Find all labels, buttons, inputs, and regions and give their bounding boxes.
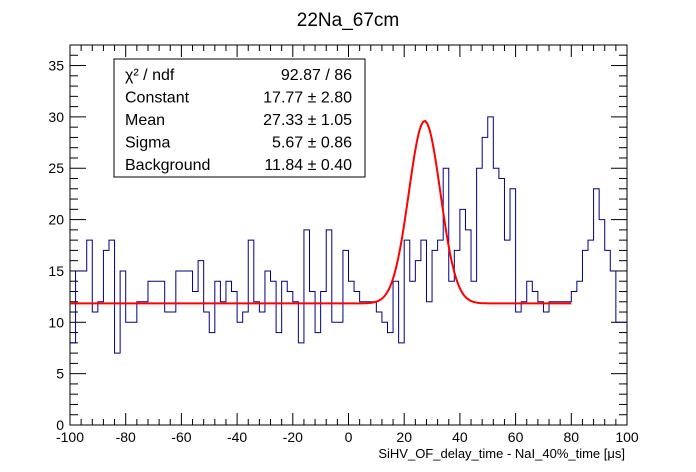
stats-row-label: Sigma xyxy=(125,135,170,152)
y-tick-label: 15 xyxy=(48,263,64,279)
x-tick-label: 0 xyxy=(345,429,353,445)
y-tick-label: 35 xyxy=(48,58,64,74)
fit-curve xyxy=(70,119,572,305)
stats-box: χ² / ndf 92.87 / 86 Constant 17.77 ± 2.80 Me… xyxy=(113,58,366,178)
chart-title: 22Na_67cm xyxy=(297,10,399,31)
y-tick-label: 0 xyxy=(56,417,64,433)
stats-row-label: Background xyxy=(125,157,210,174)
y-tick-label: 5 xyxy=(56,366,64,382)
x-tick-label: 40 xyxy=(452,429,468,445)
stats-box-frame xyxy=(113,58,366,178)
x-tick-label: 100 xyxy=(615,429,639,445)
x-tick-label: 20 xyxy=(396,429,412,445)
stats-row-value: 92.87 / 86 xyxy=(281,67,352,84)
x-axis-title: SiHV_OF_delay_time - NaI_40%_time [μs] xyxy=(378,446,625,461)
stats-row-value: 27.33 ± 1.05 xyxy=(263,112,352,129)
stats-row-value: 11.84 ± 0.40 xyxy=(264,157,352,174)
histogram-series xyxy=(70,116,627,354)
y-tick-label: 25 xyxy=(48,160,64,176)
stats-row-value: 17.77 ± 2.80 xyxy=(263,90,352,107)
y-tick-label: 10 xyxy=(48,314,64,330)
stats-row-label: Mean xyxy=(125,112,165,129)
x-tick-label: -40 xyxy=(227,429,247,445)
stats-row-label: χ² / ndf xyxy=(125,67,175,84)
plot-area: -100 -80 -60 -40 -20 0 20 40 60 80 100 0 5 10 15 20 25 30… xyxy=(48,44,639,445)
x-tick-label: -100 xyxy=(56,429,84,445)
x-tick-label: 80 xyxy=(564,429,580,445)
stats-row-label: Constant xyxy=(125,90,190,107)
x-tick-label: 60 xyxy=(508,429,524,445)
y-tick-label: 30 xyxy=(48,109,64,125)
y-tick-label: 20 xyxy=(48,212,64,228)
x-tick-label: -60 xyxy=(171,429,191,445)
x-tick-label: -20 xyxy=(283,429,303,445)
stats-row-value: 5.67 ± 0.86 xyxy=(272,135,352,152)
x-tick-label: -80 xyxy=(116,429,136,445)
